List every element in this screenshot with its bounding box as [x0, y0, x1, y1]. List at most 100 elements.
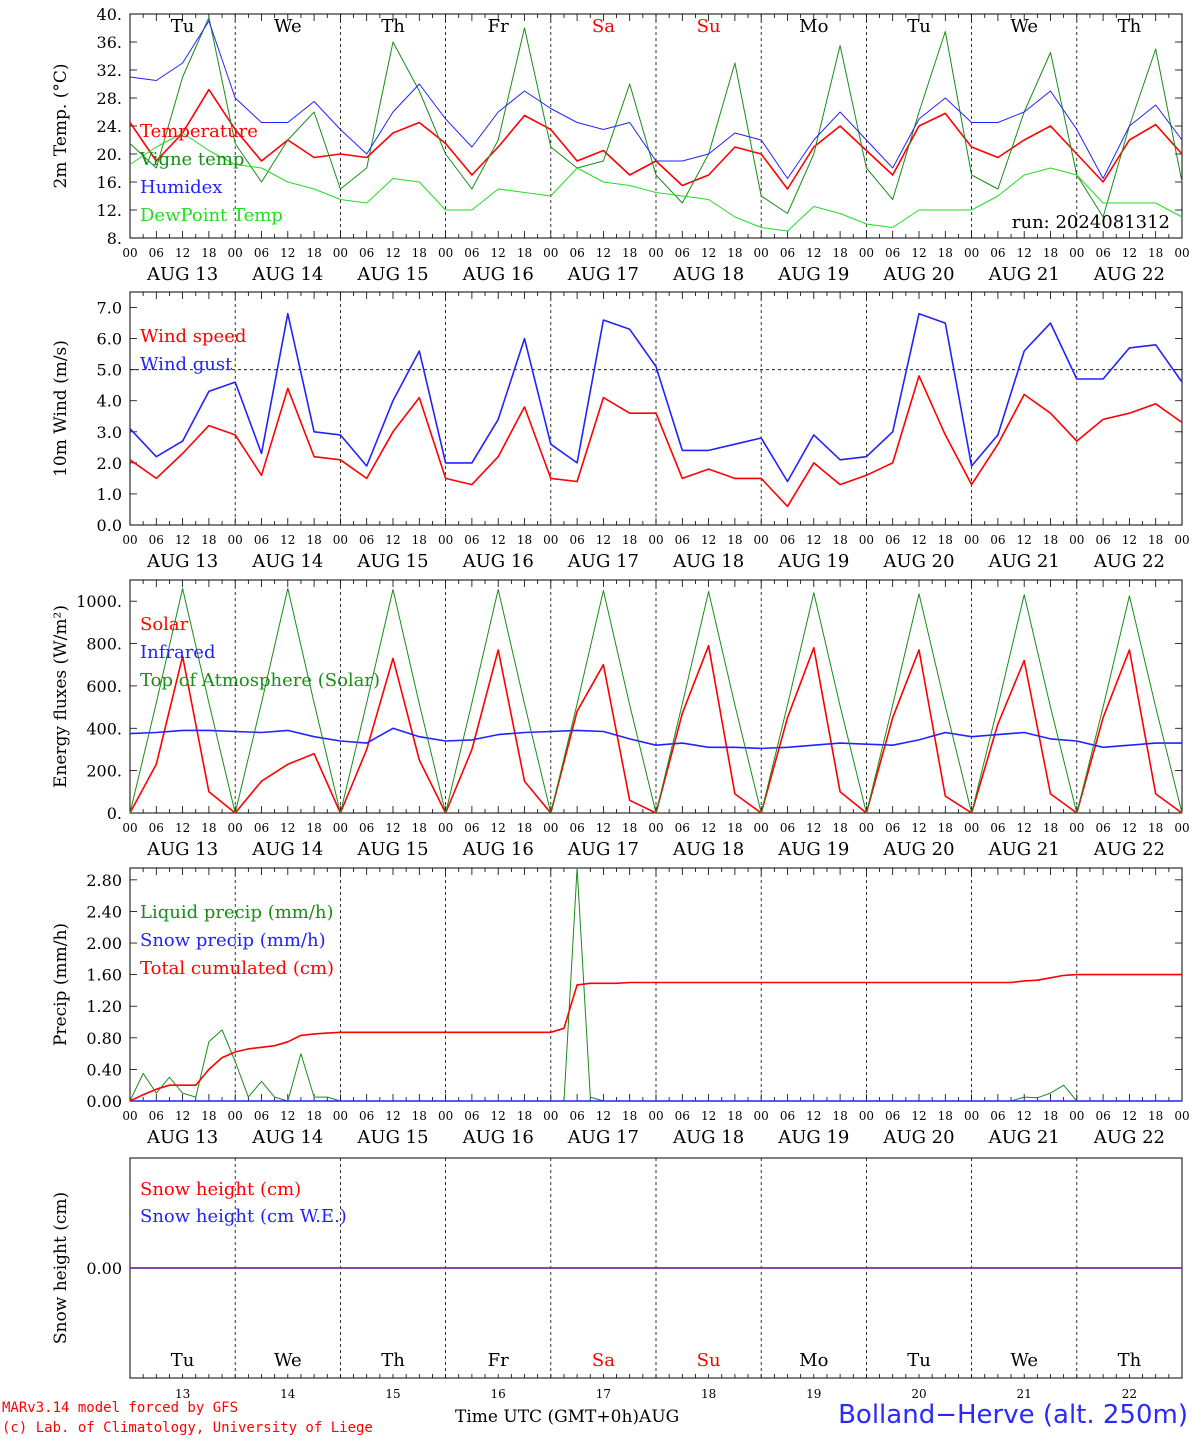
- y-tick-label: 0.00: [86, 1259, 122, 1278]
- hour-tick-label: 12: [911, 821, 926, 835]
- legend-entry: Infrared: [140, 642, 215, 663]
- legend-entry: Liquid precip (mm/h): [140, 902, 334, 923]
- hour-tick-label: 18: [727, 1109, 742, 1123]
- hour-tick-label: 00: [438, 821, 453, 835]
- hour-tick-label: 12: [1017, 1109, 1032, 1123]
- hour-tick-label: 18: [412, 1109, 427, 1123]
- weekday-label: Sa: [592, 1350, 615, 1371]
- hour-tick-label: 06: [885, 246, 900, 260]
- hour-tick-label: 18: [201, 821, 216, 835]
- hour-tick-label: 00: [228, 821, 243, 835]
- hour-tick-label: 12: [280, 533, 295, 547]
- date-label: AUG 15: [356, 551, 428, 572]
- y-axis-title: 2m Temp. (°C): [51, 63, 71, 188]
- hour-tick-label: 12: [806, 1109, 821, 1123]
- hour-tick-label: 06: [149, 533, 164, 547]
- hour-tick-label: 00: [1069, 246, 1084, 260]
- hour-tick-label: 06: [464, 1109, 479, 1123]
- date-label: AUG 22: [1093, 839, 1165, 860]
- hour-tick-label: 18: [517, 246, 532, 260]
- legend-entry: Snow height (cm W.E.): [140, 1206, 347, 1227]
- day-number-label: 18: [701, 1387, 716, 1401]
- date-label: AUG 16: [462, 551, 534, 572]
- energy-panel: [129, 579, 1183, 814]
- hour-tick-label: 12: [1122, 246, 1137, 260]
- y-tick-label: 0.40: [86, 1060, 122, 1079]
- hour-tick-label: 06: [254, 246, 269, 260]
- x-axis-title: Time UTC (GMT+0h)AUG: [455, 1407, 679, 1427]
- hour-tick-label: 06: [780, 533, 795, 547]
- hour-tick-label: 12: [385, 246, 400, 260]
- weekday-label: We: [1010, 1350, 1038, 1371]
- date-label: AUG 19: [777, 264, 849, 285]
- y-tick-label: 2.0: [97, 454, 122, 473]
- legend-entry: Temperature: [140, 121, 258, 142]
- hour-tick-label: 00: [648, 1109, 663, 1123]
- hour-tick-label: 18: [938, 246, 953, 260]
- y-tick-label: 12.: [97, 201, 122, 220]
- hour-tick-label: 00: [228, 1109, 243, 1123]
- hour-tick-label: 18: [832, 533, 847, 547]
- hour-tick-label: 18: [412, 821, 427, 835]
- date-label: AUG 21: [988, 839, 1060, 860]
- hour-tick-label: 18: [1043, 821, 1058, 835]
- y-tick-label: 400.: [86, 719, 122, 738]
- day-number-label: 13: [175, 1387, 190, 1401]
- hour-tick-label: 18: [201, 246, 216, 260]
- hour-tick-label: 18: [832, 246, 847, 260]
- hour-tick-label: 00: [122, 246, 137, 260]
- day-number-label: 21: [1017, 1387, 1032, 1401]
- hour-tick-label: 12: [491, 1109, 506, 1123]
- wind-panel: [129, 291, 1183, 526]
- hour-tick-label: 06: [464, 533, 479, 547]
- weekday-label: Fr: [488, 1350, 509, 1371]
- date-label: AUG 18: [672, 839, 744, 860]
- hour-tick-label: 00: [438, 246, 453, 260]
- weekday-label: We: [274, 1350, 302, 1371]
- hour-tick-label: 18: [622, 533, 637, 547]
- weekday-label: Sa: [592, 16, 615, 37]
- date-label: AUG 19: [777, 839, 849, 860]
- date-label: AUG 18: [672, 264, 744, 285]
- hour-tick-label: 06: [569, 1109, 584, 1123]
- hour-tick-label: 12: [911, 246, 926, 260]
- weekday-label: Th: [381, 1350, 405, 1371]
- hour-tick-label: 00: [333, 246, 348, 260]
- hour-tick-label: 18: [938, 821, 953, 835]
- series-line-wind-gust: [129, 312, 1183, 483]
- hour-tick-label: 06: [1095, 533, 1110, 547]
- hour-tick-label: 12: [596, 821, 611, 835]
- hour-tick-label: 00: [122, 821, 137, 835]
- date-label: AUG 14: [251, 264, 323, 285]
- y-axis-title: Snow height (cm): [51, 1192, 71, 1344]
- weekday-label: Th: [1118, 1350, 1142, 1371]
- hour-tick-label: 00: [754, 821, 769, 835]
- day-number-label: 19: [806, 1387, 821, 1401]
- y-tick-label: 0.: [107, 804, 122, 823]
- hour-tick-label: 06: [885, 1109, 900, 1123]
- date-label: AUG 14: [251, 839, 323, 860]
- y-tick-label: 8.: [107, 229, 122, 248]
- y-tick-label: 2.40: [86, 902, 122, 921]
- y-tick-label: 24.: [97, 117, 122, 136]
- hour-tick-label: 18: [1043, 533, 1058, 547]
- date-label: AUG 22: [1093, 1127, 1165, 1148]
- date-label: AUG 20: [882, 264, 954, 285]
- hour-tick-label: 12: [1017, 533, 1032, 547]
- weekday-label: Fr: [488, 16, 509, 37]
- hour-tick-label: 12: [701, 246, 716, 260]
- hour-tick-label: 12: [911, 1109, 926, 1123]
- hour-tick-label: 00: [859, 533, 874, 547]
- hour-tick-label: 12: [596, 246, 611, 260]
- hour-tick-label: 12: [280, 821, 295, 835]
- legend-entry: Snow height (cm): [140, 1179, 301, 1200]
- y-tick-label: 0.0: [97, 516, 122, 535]
- hour-tick-label: 06: [254, 533, 269, 547]
- hour-tick-label: 12: [701, 533, 716, 547]
- hour-tick-label: 00: [754, 533, 769, 547]
- hour-tick-label: 00: [1069, 821, 1084, 835]
- hour-tick-label: 00: [648, 533, 663, 547]
- hour-tick-label: 06: [569, 246, 584, 260]
- hour-tick-label: 12: [701, 821, 716, 835]
- hour-tick-label: 06: [780, 1109, 795, 1123]
